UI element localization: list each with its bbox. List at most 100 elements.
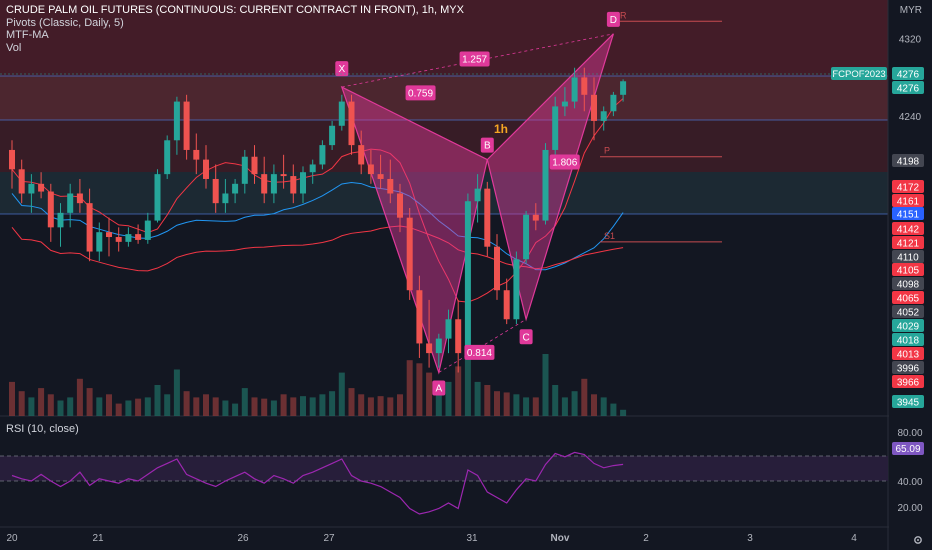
price-badge: 4110 xyxy=(892,250,924,264)
price-badge: 3945 xyxy=(892,395,924,409)
price-badge-bg xyxy=(892,194,924,207)
candle-body xyxy=(251,156,258,175)
symbol-tag: FCPOF2023 xyxy=(831,67,887,80)
candle-body xyxy=(57,212,64,228)
price-badge: 4276 xyxy=(892,81,924,95)
timeframe-label: 1h xyxy=(494,122,509,136)
time-tick: 31 xyxy=(466,533,478,544)
candle xyxy=(76,178,83,213)
price-badge: 4161 xyxy=(892,194,924,208)
price-badge-bg xyxy=(892,333,924,346)
candle xyxy=(532,203,539,231)
time-tick: 4 xyxy=(851,533,857,544)
candle xyxy=(86,188,93,262)
candle xyxy=(474,174,481,223)
rsi-legend[interactable]: RSI (10, close) xyxy=(6,423,79,435)
candle-body xyxy=(561,101,568,107)
resistance-zone-band xyxy=(0,76,888,120)
volume-bar xyxy=(319,394,326,416)
price-tick: 4240 xyxy=(899,112,922,123)
pivots-indicator[interactable]: Pivots (Classic, Daily, 5) xyxy=(6,16,124,29)
price-badge-bg xyxy=(892,375,924,388)
candle-body xyxy=(96,232,103,252)
candle-body xyxy=(387,178,394,194)
candle xyxy=(513,251,520,325)
candle-body xyxy=(319,145,326,165)
mtf-ma-indicator[interactable]: MTF-MA xyxy=(6,29,49,41)
candle xyxy=(426,299,433,368)
ma-slow-line xyxy=(11,225,624,272)
pattern-label-bg xyxy=(405,85,436,101)
candle xyxy=(106,217,112,257)
volume-bar xyxy=(9,381,15,416)
price-badge-bg xyxy=(892,180,924,193)
volume-bar xyxy=(28,397,35,416)
candle-body xyxy=(377,174,384,179)
rsi-line xyxy=(11,451,624,515)
volume-bar xyxy=(125,400,132,416)
candle-body xyxy=(348,101,355,146)
price-badge-bg xyxy=(892,222,924,235)
candle-body xyxy=(86,203,93,252)
candle xyxy=(600,106,607,131)
rsi-badge-bg xyxy=(892,442,924,455)
candle-body xyxy=(474,188,481,202)
volume-bar xyxy=(600,397,607,416)
rsi-tick: 20.00 xyxy=(897,503,922,514)
candle-body xyxy=(115,237,122,242)
price-badge: 4198 xyxy=(892,154,924,168)
candle-body xyxy=(183,101,190,150)
candle xyxy=(464,193,471,357)
candle xyxy=(358,130,365,175)
volume-bar xyxy=(106,394,112,416)
candle-body xyxy=(106,232,112,238)
ma-fast-line xyxy=(11,98,624,303)
candle-body xyxy=(523,214,530,260)
volume-bar xyxy=(455,366,462,416)
ratio-label: 1.806 xyxy=(549,154,580,170)
volume-bar xyxy=(173,369,180,416)
pattern-label-bg xyxy=(459,51,490,67)
pattern-point-x: X xyxy=(335,61,349,77)
volume-bar xyxy=(144,397,151,416)
pivot-lines: P S1 R xyxy=(600,10,722,243)
ma-mid-line xyxy=(11,181,624,271)
price-badge-bg xyxy=(892,236,924,249)
price-badge-text: 3996 xyxy=(897,364,920,375)
pivot-label: S1 xyxy=(604,231,615,241)
candle xyxy=(338,94,345,131)
volume-bar xyxy=(348,388,355,416)
price-badge: 4052 xyxy=(892,305,924,319)
volume-bar xyxy=(164,394,171,416)
candle-body xyxy=(464,201,471,354)
candle xyxy=(348,94,355,155)
pattern-label-text: 1.257 xyxy=(462,54,487,65)
price-badge-text: 3945 xyxy=(897,398,920,409)
ratio-label: 0.759 xyxy=(405,85,436,101)
price-badge: 4065 xyxy=(892,291,924,305)
volume-bar xyxy=(581,378,588,416)
chart-title: CRUDE PALM OIL FUTURES (CONTINUOUS: CURR… xyxy=(6,4,464,16)
candle-body xyxy=(484,188,491,247)
candle-body xyxy=(552,106,559,150)
price-badge-bg xyxy=(892,67,924,80)
gear-icon[interactable] xyxy=(912,534,924,546)
pattern-point-c: C xyxy=(519,329,533,345)
volume-bar xyxy=(203,394,209,416)
candle-body xyxy=(67,193,74,213)
candle-body xyxy=(513,259,520,320)
ratio-label: 1.257 xyxy=(459,51,490,67)
candle xyxy=(329,120,336,150)
price-badge-text: 4105 xyxy=(897,266,920,277)
candle xyxy=(241,149,248,194)
price-badge-text: 4276 xyxy=(897,84,920,95)
volume-indicator[interactable]: Vol xyxy=(6,41,22,54)
candle xyxy=(261,156,268,204)
candle xyxy=(581,67,588,112)
volume-bar xyxy=(67,397,74,416)
pattern-label-text: 0.759 xyxy=(408,88,433,99)
time-tick: 2 xyxy=(643,533,649,544)
candle xyxy=(620,79,627,102)
price-badge-text: 4013 xyxy=(897,350,920,361)
